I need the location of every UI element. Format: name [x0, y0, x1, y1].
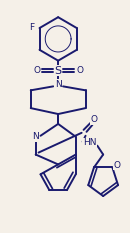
Text: F: F	[29, 23, 34, 32]
Text: O: O	[91, 116, 98, 124]
Text: O: O	[33, 66, 40, 75]
Text: O: O	[76, 66, 83, 75]
Text: N: N	[32, 132, 39, 141]
Text: N: N	[55, 80, 61, 89]
Text: HN: HN	[83, 138, 96, 147]
Text: O: O	[114, 161, 121, 170]
Text: S: S	[55, 65, 62, 75]
